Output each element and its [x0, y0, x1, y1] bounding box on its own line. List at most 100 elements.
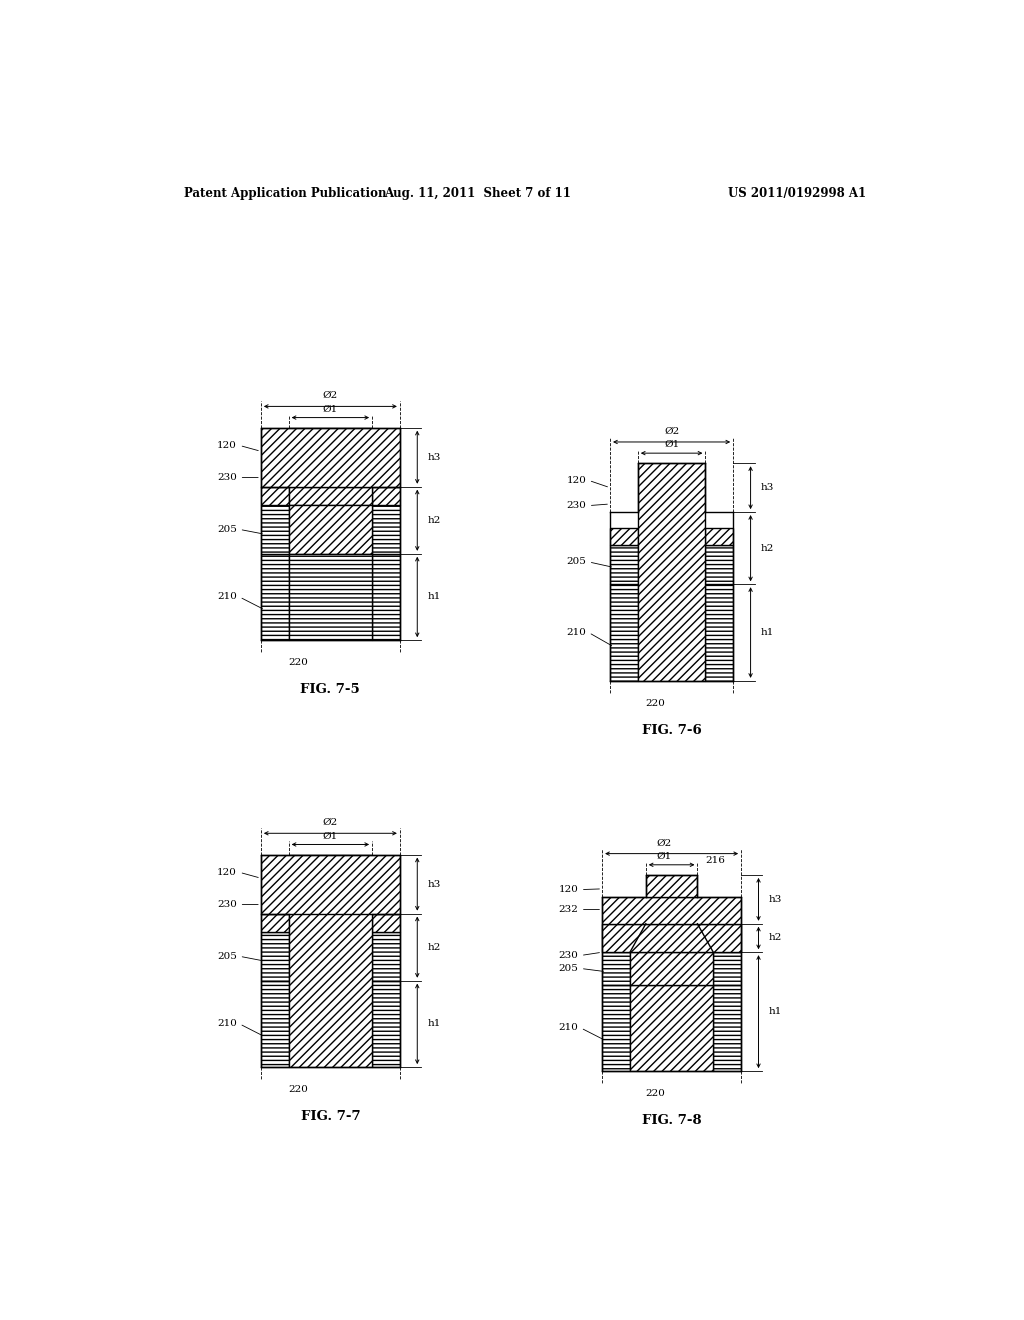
Text: Patent Application Publication: Patent Application Publication — [183, 187, 386, 201]
Bar — [610, 545, 638, 585]
Text: 220: 220 — [646, 700, 666, 708]
Text: h1: h1 — [428, 593, 441, 602]
Bar — [261, 428, 399, 487]
Bar — [289, 554, 372, 640]
Text: Ø1: Ø1 — [664, 440, 679, 449]
Bar — [706, 545, 733, 585]
Text: h2: h2 — [761, 544, 774, 553]
Bar — [646, 875, 697, 896]
Text: 230: 230 — [558, 950, 579, 960]
Bar — [261, 913, 289, 932]
Bar — [372, 506, 399, 554]
Bar — [630, 952, 714, 985]
Bar — [610, 528, 638, 545]
Bar — [372, 981, 399, 1067]
Bar — [289, 487, 372, 506]
Bar — [261, 981, 289, 1067]
Bar — [714, 924, 741, 952]
Bar — [289, 506, 372, 554]
Bar — [646, 875, 697, 896]
Text: Ø2: Ø2 — [664, 426, 679, 436]
Text: 205: 205 — [217, 525, 238, 533]
Bar — [714, 985, 741, 1071]
Text: h2: h2 — [769, 933, 782, 942]
Text: Ø1: Ø1 — [323, 832, 338, 841]
Bar — [261, 854, 399, 913]
Bar — [602, 924, 741, 952]
Bar — [610, 585, 638, 681]
Text: 220: 220 — [646, 1089, 666, 1098]
Bar — [261, 554, 289, 640]
Text: 230: 230 — [217, 473, 238, 482]
Bar — [261, 487, 289, 506]
Bar — [602, 924, 630, 952]
Text: h2: h2 — [428, 516, 441, 525]
Text: h3: h3 — [428, 879, 441, 888]
Text: h2: h2 — [428, 942, 441, 952]
Bar — [630, 985, 714, 1071]
Text: 210: 210 — [217, 593, 238, 602]
Text: FIG. 7-6: FIG. 7-6 — [642, 723, 701, 737]
Bar — [602, 924, 630, 952]
Bar — [372, 554, 399, 640]
Text: 120: 120 — [566, 477, 587, 484]
Text: 220: 220 — [289, 659, 308, 668]
Text: h1: h1 — [761, 628, 774, 638]
Bar — [372, 487, 399, 506]
Bar — [602, 896, 741, 924]
Bar — [289, 428, 372, 487]
Text: 220: 220 — [289, 1085, 308, 1094]
Text: 205: 205 — [566, 557, 587, 566]
Bar — [714, 952, 741, 985]
Text: Aug. 11, 2011  Sheet 7 of 11: Aug. 11, 2011 Sheet 7 of 11 — [384, 187, 570, 201]
Bar — [261, 554, 289, 640]
Bar — [602, 952, 630, 985]
Text: Ø2: Ø2 — [656, 838, 672, 847]
Bar — [602, 985, 630, 1071]
Text: FIG. 7-7: FIG. 7-7 — [301, 1110, 360, 1123]
Bar — [706, 545, 733, 585]
Bar — [372, 932, 399, 981]
Bar — [289, 854, 372, 1067]
Text: 120: 120 — [217, 441, 238, 450]
Text: 210: 210 — [566, 628, 587, 638]
Bar — [261, 506, 289, 554]
Text: h3: h3 — [761, 483, 774, 492]
Bar — [289, 487, 372, 506]
Text: Ø1: Ø1 — [656, 851, 672, 861]
Text: h3: h3 — [769, 895, 782, 904]
Text: h1: h1 — [769, 1007, 782, 1016]
Bar — [289, 854, 372, 1067]
Bar — [372, 981, 399, 1067]
Text: 216: 216 — [706, 857, 725, 865]
Bar — [289, 554, 372, 640]
Bar — [261, 932, 289, 981]
Bar — [706, 528, 733, 545]
Text: 120: 120 — [217, 867, 238, 876]
Bar — [714, 924, 741, 952]
Bar — [602, 952, 630, 985]
Bar — [638, 463, 706, 681]
Text: FIG. 7-5: FIG. 7-5 — [300, 682, 360, 696]
Text: h3: h3 — [428, 453, 441, 462]
Text: FIG. 7-8: FIG. 7-8 — [642, 1114, 701, 1127]
Text: 205: 205 — [558, 964, 579, 973]
Bar — [706, 585, 733, 681]
Bar — [372, 913, 399, 932]
Bar — [372, 932, 399, 981]
Text: h1: h1 — [428, 1019, 441, 1028]
Bar — [602, 985, 630, 1071]
Bar — [261, 487, 289, 506]
Bar — [261, 854, 399, 913]
Bar — [261, 932, 289, 981]
Bar — [630, 952, 714, 985]
Text: 230: 230 — [217, 900, 238, 909]
Bar — [610, 585, 638, 681]
Bar — [602, 924, 741, 952]
Text: 205: 205 — [217, 952, 238, 961]
Text: 210: 210 — [558, 1023, 579, 1032]
Bar — [610, 545, 638, 585]
Bar — [630, 985, 714, 1071]
Bar — [372, 554, 399, 640]
Text: 120: 120 — [558, 886, 579, 894]
